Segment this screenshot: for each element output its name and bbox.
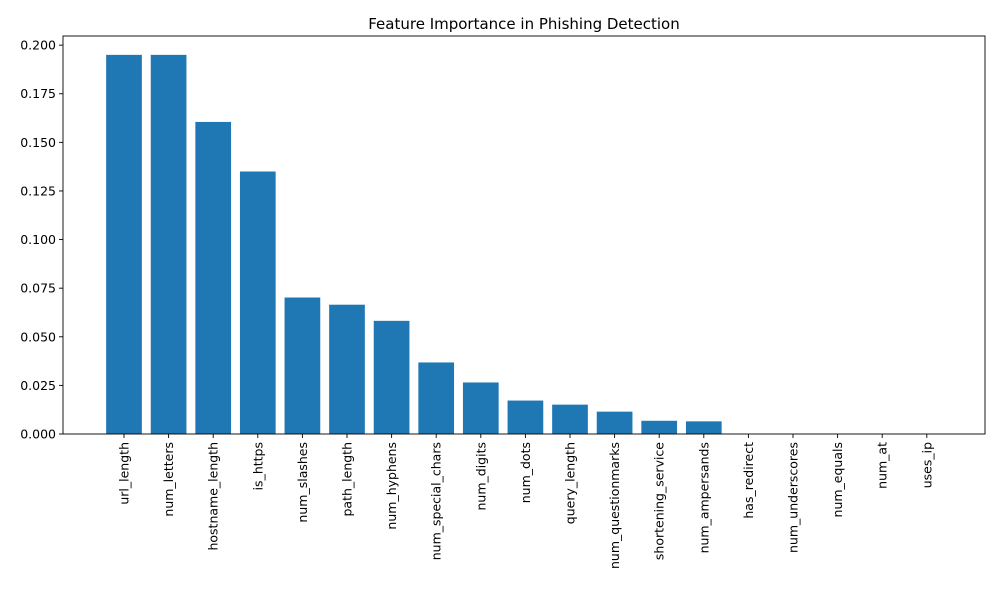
- x-tick-label: hostname_length: [206, 442, 221, 551]
- bar-is-https: [239, 171, 276, 434]
- x-tick-label: query_length: [563, 442, 578, 524]
- plot-frame: [62, 35, 986, 435]
- x-tick-label: num_at: [875, 442, 890, 489]
- bars-layer: [106, 54, 722, 435]
- x-tick-label: shortening_service: [652, 442, 667, 560]
- x-tick-label: num_letters: [161, 442, 176, 517]
- y-tick-label: 0.050: [20, 329, 56, 344]
- x-tick-label: num_questionmarks: [607, 442, 622, 569]
- y-tick-label: 0.125: [20, 183, 56, 198]
- y-tick-label: 0.200: [20, 38, 56, 53]
- bar-num-slashes: [284, 297, 321, 434]
- x-tick-label: num_equals: [830, 442, 845, 517]
- x-tick-label: num_slashes: [295, 442, 310, 523]
- bar-path-length: [329, 304, 365, 434]
- y-tick-label: 0.150: [20, 135, 56, 150]
- bar-num-special-chars: [418, 362, 455, 434]
- x-tick-label: num_hyphens: [384, 442, 399, 530]
- x-tick-label: num_ampersands: [696, 442, 711, 553]
- y-tick-label: 0.100: [20, 232, 56, 247]
- x-tick-label: is_https: [250, 442, 265, 490]
- x-tick-label: num_digits: [473, 442, 488, 511]
- y-tick-label: 0.175: [20, 86, 56, 101]
- y-tick-label: 0.000: [20, 427, 56, 442]
- x-tick-label: uses_ip: [919, 442, 934, 488]
- bar-hostname-length: [195, 121, 232, 434]
- bar-num-letters: [150, 54, 187, 435]
- y-tick-label: 0.025: [20, 378, 56, 393]
- bar-num-ampersands: [685, 421, 722, 434]
- bar-query-length: [552, 404, 588, 434]
- bar-num-questionmarks: [596, 411, 633, 434]
- bar-shortening-service: [641, 420, 678, 434]
- axes-layer: 0.000 0.025 0.050 0.075 0.100 0.125 0.150 0.175…: [20, 35, 986, 569]
- bar-url-length: [106, 54, 142, 435]
- bar-num-digits: [462, 382, 499, 434]
- x-tick-label: path_length: [340, 442, 355, 517]
- bar-num-dots: [507, 400, 544, 434]
- x-tick-label: num_dots: [518, 442, 533, 503]
- x-tick-label: num_underscores: [786, 442, 801, 553]
- x-tick-label: num_special_chars: [429, 442, 444, 560]
- x-tick-label: url_length: [117, 442, 132, 505]
- bar-num-hyphens: [373, 320, 410, 434]
- y-tick-label: 0.075: [20, 281, 56, 296]
- x-tick-label: has_redirect: [741, 442, 756, 519]
- chart-title: Feature Importance in Phishing Detection: [368, 15, 680, 33]
